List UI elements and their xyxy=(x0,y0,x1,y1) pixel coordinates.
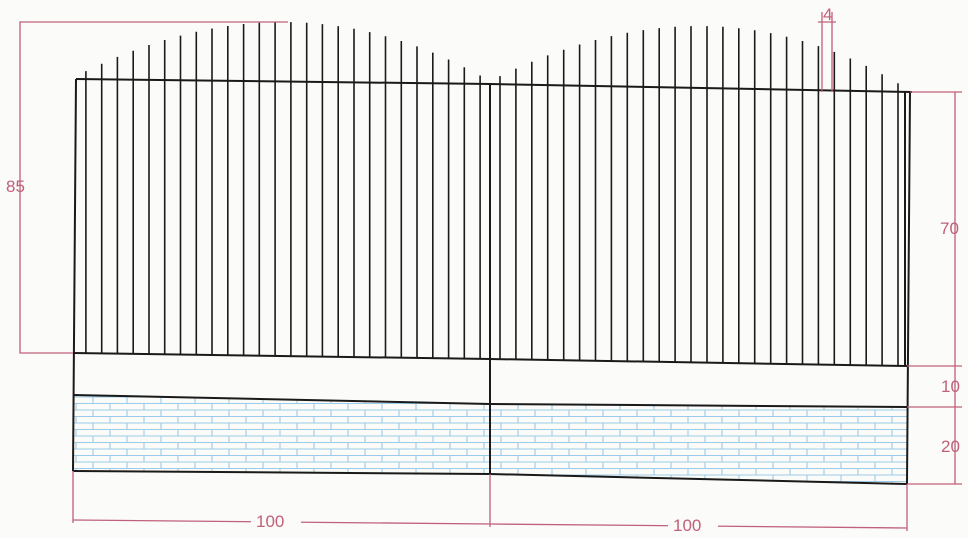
bottom-rail-left xyxy=(72,352,491,360)
band-line-right xyxy=(489,403,908,408)
top-rail-left xyxy=(75,78,491,85)
dimension-label-4: 4 xyxy=(823,5,832,24)
bottom-rail-right xyxy=(489,358,908,367)
base-line-right xyxy=(489,473,908,485)
label-bg xyxy=(251,512,301,530)
fence-outline xyxy=(72,78,913,485)
dimension-label-100-right: 100 xyxy=(673,516,701,535)
band-line-left xyxy=(72,394,491,405)
brick-base-left-panel xyxy=(73,395,490,474)
right-post xyxy=(906,91,911,485)
dimension-label-70: 70 xyxy=(940,219,959,238)
dimension-label-10: 10 xyxy=(941,377,960,396)
top-rail-right xyxy=(489,83,913,93)
left-post xyxy=(72,78,77,472)
brick-base xyxy=(73,395,907,484)
fence-bars-right-panel xyxy=(499,26,899,366)
dimension-label-100-left: 100 xyxy=(256,512,284,531)
base-line-left xyxy=(72,470,491,475)
dimension-label-85: 85 xyxy=(6,177,25,196)
dimension-label-20: 20 xyxy=(941,437,960,456)
dimension-85-line xyxy=(19,21,288,354)
label-bg xyxy=(668,516,718,534)
brick-base-right-panel xyxy=(490,404,907,484)
fence-bars-left-panel xyxy=(85,22,481,359)
